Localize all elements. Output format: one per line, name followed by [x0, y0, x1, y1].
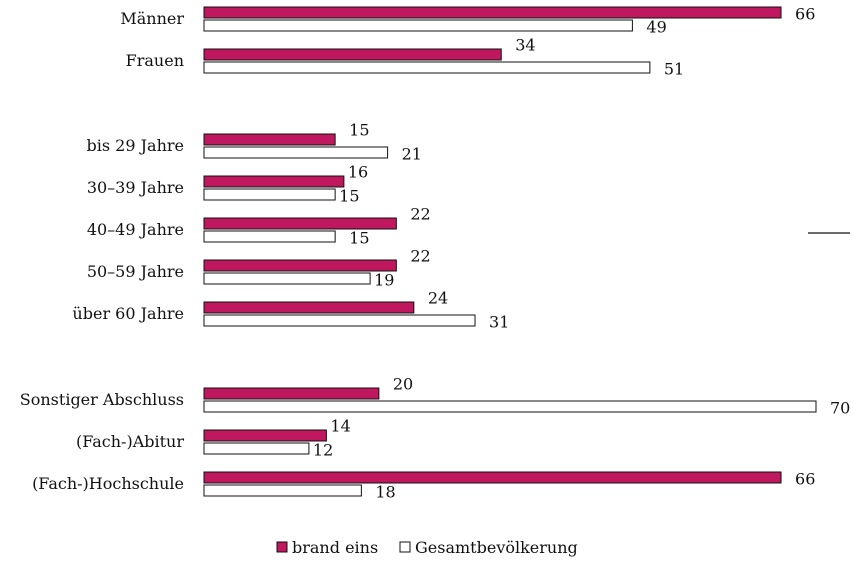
category-label: 30–39 Jahre: [87, 178, 184, 197]
category-label: (Fach-)Hochschule: [32, 474, 184, 493]
bar-brand-eins: [203, 6, 782, 19]
data-label: 49: [646, 18, 666, 37]
bar-brand-eins: [203, 429, 327, 442]
bar-gesamtbevoelkerung: [203, 400, 817, 413]
data-label: 70: [830, 399, 850, 418]
bar-gesamtbevoelkerung: [203, 188, 336, 201]
data-label: 51: [664, 60, 684, 79]
bar-brand-eins: [203, 175, 345, 188]
legend-swatch-gesamtbevoelkerung: [399, 541, 411, 553]
data-label: 66: [795, 470, 815, 489]
bar-gesamtbevoelkerung: [203, 484, 362, 497]
data-label: 12: [313, 441, 333, 460]
bar-brand-eins: [203, 217, 397, 230]
bar-brand-eins: [203, 301, 415, 314]
data-label: 34: [515, 36, 535, 55]
data-label: 15: [349, 121, 369, 140]
bar-gesamtbevoelkerung: [203, 61, 651, 74]
bar-brand-eins: [203, 133, 336, 146]
bar-gesamtbevoelkerung: [203, 442, 310, 455]
bar-brand-eins: [203, 471, 782, 484]
category-label: Männer: [120, 9, 184, 28]
data-label: 19: [374, 271, 394, 290]
category-label: Sonstiger Abschluss: [20, 390, 184, 409]
data-label: 22: [410, 205, 430, 224]
data-label: 18: [375, 483, 395, 502]
data-label: 14: [330, 417, 350, 436]
bar-gesamtbevoelkerung: [203, 272, 371, 285]
category-label: (Fach-)Abitur: [76, 432, 184, 451]
bar-gesamtbevoelkerung: [203, 146, 389, 159]
bar-brand-eins: [203, 48, 502, 61]
bar-gesamtbevoelkerung: [203, 19, 633, 32]
category-label: Frauen: [126, 51, 184, 70]
category-label: bis 29 Jahre: [87, 136, 184, 155]
bar-brand-eins: [203, 387, 380, 400]
data-label: 16: [348, 163, 368, 182]
data-label: 31: [489, 313, 509, 332]
legend-label-gesamtbevoelkerung: Gesamtbevölkerung: [415, 538, 578, 557]
data-label: 24: [428, 289, 448, 308]
data-label: 15: [339, 187, 359, 206]
category-label: 50–59 Jahre: [87, 262, 184, 281]
bar-gesamtbevoelkerung: [203, 314, 476, 327]
category-label: über 60 Jahre: [72, 304, 184, 323]
bar-gesamtbevoelkerung: [203, 230, 336, 243]
legend-label-brand-eins: brand eins: [292, 538, 378, 557]
data-label: 66: [795, 5, 815, 24]
legend-swatch-brand-eins: [276, 541, 288, 553]
bar-brand-eins: [203, 259, 397, 272]
data-label: 15: [349, 229, 369, 248]
category-label: 40–49 Jahre: [87, 220, 184, 239]
data-label: 22: [410, 247, 430, 266]
data-label: 20: [393, 375, 413, 394]
data-label: 21: [402, 145, 422, 164]
